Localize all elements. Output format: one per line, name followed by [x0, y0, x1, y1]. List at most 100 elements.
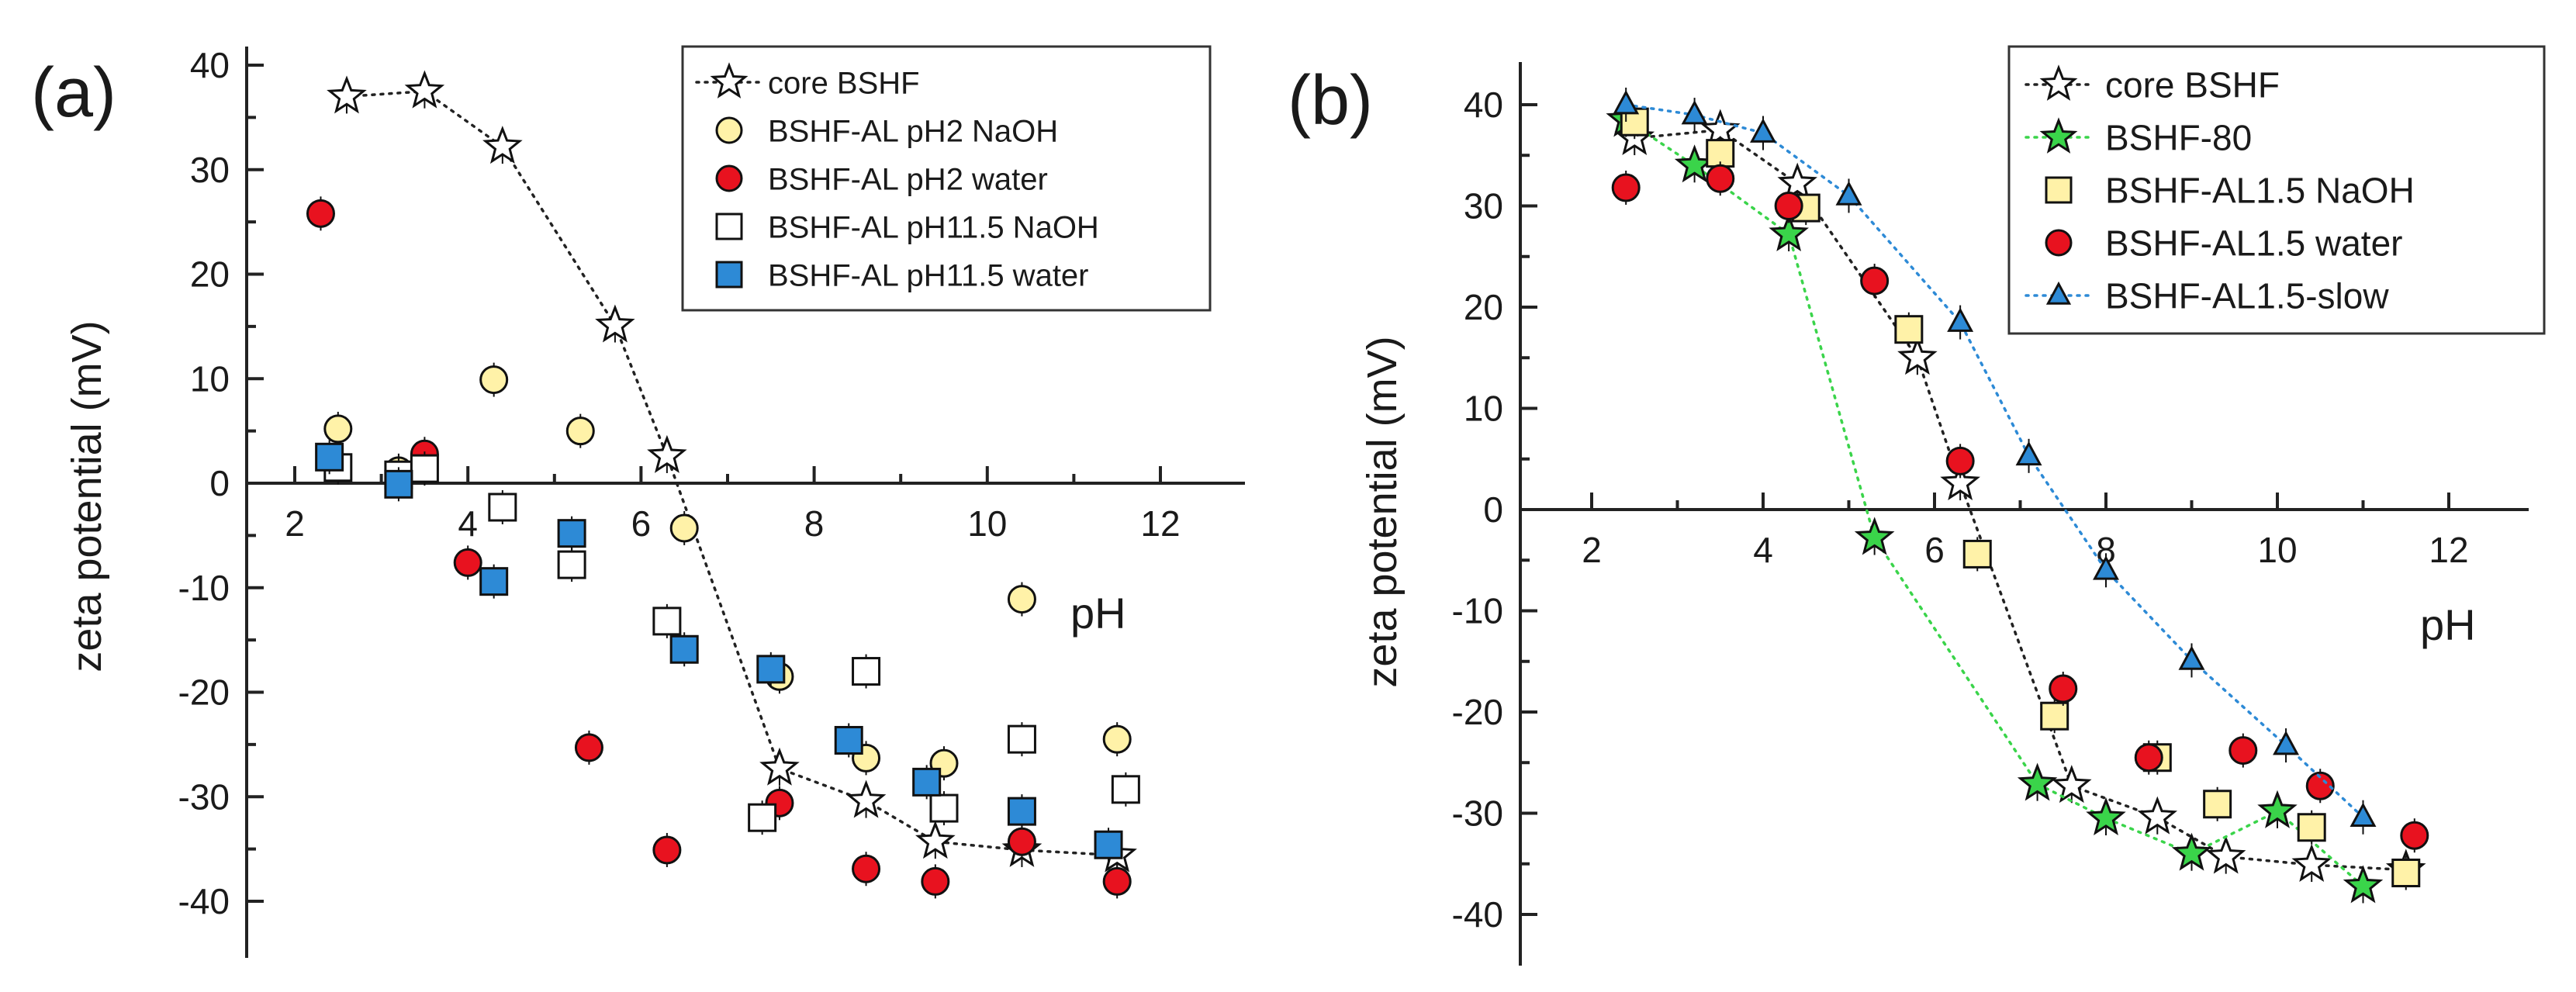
panel-a-point-core-bshf: [327, 75, 367, 114]
panel-a-point-bshf-al-ph11-5-water: [912, 767, 942, 797]
panel-b-point-core-bshf: [2205, 835, 2246, 874]
panel-b-x-tick-label: 4: [1753, 530, 1773, 570]
panel-b-x-tick-label: 12: [2429, 530, 2468, 570]
panel-b-point-bshf-al1-5-water: [1611, 173, 1641, 202]
panel-b-point-bshf-al1-5-naoh: [2040, 701, 2069, 731]
panel-a-point-bshf-al-ph2-naoh: [669, 513, 699, 543]
panel-a-point-bshf-al-ph2-naoh: [323, 414, 353, 444]
panel-a-point-bshf-al-ph11-5-naoh: [1007, 724, 1036, 754]
panel-a-legend-marker: [715, 116, 743, 144]
panel-a-point-bshf-al-ph11-5-water: [315, 442, 344, 472]
panel-a-point-bshf-al-ph11-5-water: [669, 634, 699, 664]
panel-b-point-bshf-al1-5-slow: [1681, 100, 1708, 125]
panel-b-point-bshf-al1-5-water: [1860, 266, 1890, 296]
panel-b-point-bshf-80: [2017, 762, 2058, 801]
panel-b-point-bshf-al1-5-water: [1945, 446, 1975, 475]
panel-b-y-tick-label: -20: [1452, 692, 1503, 732]
panel-b-point-core-bshf: [1777, 162, 1817, 201]
panel-a-point-bshf-al-ph11-5-naoh: [852, 657, 881, 686]
panel-b-point-bshf-al1-5-water: [2049, 674, 2078, 703]
panel-b-legend: core BSHF BSHF-80 BSHF-AL1.5 NaOH BSHF-AL1.…: [2007, 45, 2546, 335]
panel-a-point-bshf-al-ph2-water: [306, 199, 335, 228]
panel-b-point-bshf-80: [2257, 790, 2298, 828]
panel-a-y-tick-label: -20: [178, 672, 230, 713]
panel-a-point-bshf-al-ph11-5-water: [1094, 830, 1123, 859]
panel-a-x-tick-label: 12: [1140, 503, 1180, 544]
panel-a-legend-label: BSHF-AL pH11.5 water: [768, 258, 1089, 292]
panel-b-x-tick-label: 6: [1924, 530, 1945, 570]
panel-b-point-bshf-al1-5-slow: [1750, 118, 1776, 143]
panel-a-legend-marker: [715, 213, 743, 240]
panel-a-legend: core BSHF BSHF-AL pH2 NaOH BSHF-AL pH2 wat…: [681, 45, 1212, 312]
panel-b-y-tick-label: 10: [1464, 389, 1503, 429]
panel-a-point-bshf-al-ph11-5-naoh: [410, 454, 439, 483]
panel-b-point-core-bshf: [2052, 765, 2092, 804]
panel-b-legend-box: [2007, 45, 2546, 335]
panel-a-point-bshf-al-ph11-5-naoh: [488, 493, 517, 522]
panel-a-point-core-bshf: [845, 779, 887, 818]
panel-b-point-core-bshf: [1897, 337, 1938, 375]
panel-b-point-core-bshf: [1940, 461, 1980, 500]
panel-b-series-line-bshf-al1-5-slow: [1624, 103, 2365, 819]
panel-a-point-bshf-al-ph11-5-naoh: [557, 550, 586, 579]
panel-b-y-axis-label: zeta potential (mV): [1359, 336, 1406, 687]
panel-b-point-bshf-al1-5-slow: [1835, 181, 1862, 206]
panel-b-y-tick-label: -40: [1452, 894, 1503, 935]
panel-a-legend-marker: [715, 164, 743, 192]
panel-a-point-bshf-al-ph11-5-naoh: [1111, 775, 1140, 804]
panel-b-y-tick-label: 40: [1464, 85, 1503, 125]
panel-a-label: (a): [31, 54, 116, 132]
panel-a-y-tick-label: 10: [190, 358, 230, 399]
panel-a-x-tick-label: 8: [804, 503, 825, 544]
panel-a-y-tick-label: 30: [190, 150, 230, 190]
panel-a-point-bshf-al-ph2-water: [574, 733, 603, 762]
panel-a-legend-label: BSHF-AL pH2 NaOH: [768, 114, 1058, 148]
panel-b-point-bshf-80: [1769, 213, 1809, 251]
panel-b-point-bshf-al1-5-slow: [2015, 441, 2042, 466]
panel-a-point-core-bshf: [647, 434, 687, 473]
panel-a-y-tick-label: -10: [178, 568, 230, 608]
panel-a-point-bshf-al-ph2-naoh: [1007, 585, 1036, 614]
panel-a-legend-label: BSHF-AL pH2 water: [768, 162, 1048, 196]
panel-a-point-bshf-al-ph2-water: [852, 854, 881, 883]
panel-a-y-tick-label: -40: [178, 881, 230, 921]
panel-b-point-bshf-al1-5-slow: [2350, 802, 2377, 828]
panel-b-legend-label: core BSHF: [2105, 65, 2280, 105]
panel-a-point-core-bshf: [915, 821, 956, 859]
panel-b-point-bshf-al1-5-water: [2134, 743, 2163, 773]
panel-a-chart: (a) zeta potential (mV) pH -40 -30 -20 -10 0…: [31, 45, 1245, 958]
panel-a-series-line-core-bshf: [345, 89, 1119, 857]
panel-b-x-axis-label: pH: [2420, 600, 2476, 649]
panel-b-legend-marker: [2039, 117, 2078, 154]
panel-b-legend-marker: [2045, 281, 2072, 305]
panel-a-legend-marker: [710, 62, 749, 99]
panel-a-point-bshf-al-ph11-5-water: [1007, 797, 1036, 826]
panel-a-point-core-bshf: [759, 747, 800, 786]
panel-b-point-bshf-al1-5-naoh: [2297, 813, 2326, 842]
panel-b-point-bshf-al1-5-water: [2400, 821, 2429, 850]
panel-b-point-core-bshf: [2291, 843, 2332, 882]
panel-a-point-bshf-al-ph2-water: [1007, 827, 1036, 856]
panel-b-point-bshf-al1-5-naoh: [2203, 790, 2232, 819]
panel-b-legend-label: BSHF-80: [2105, 118, 2252, 158]
panel-a-point-bshf-al-ph11-5-naoh: [929, 793, 959, 823]
panel-a-point-bshf-al-ph11-5-water: [557, 519, 586, 548]
panel-a-point-bshf-al-ph2-water: [652, 835, 682, 865]
panel-a-point-bshf-al-ph11-5-naoh: [748, 803, 777, 832]
panel-b-point-bshf-al1-5-slow: [2178, 645, 2205, 670]
panel-a-y-tick-label: -30: [178, 776, 230, 817]
panel-b-point-bshf-al1-5-slow: [1947, 307, 1974, 332]
panel-b-x-tick-label: 10: [2257, 530, 2297, 570]
panel-a-point-bshf-al-ph11-5-water: [384, 469, 413, 499]
panel-a-series: [306, 70, 1140, 899]
panel-a-axes: -40 -30 -20 -10 0 10 20 30 40 2 4 6 8 10 12: [178, 45, 1245, 958]
panel-a-point-bshf-al-ph11-5-water: [756, 655, 786, 684]
panel-a-x-tick-label: 4: [458, 503, 478, 544]
panel-a-legend-box: [681, 45, 1212, 312]
panel-a-point-core-bshf: [404, 70, 445, 109]
panel-b-y-tick-label: -10: [1452, 591, 1503, 631]
panel-a-point-bshf-al-ph2-water: [453, 548, 482, 577]
panel-b-point-bshf-al1-5-slow: [2093, 555, 2119, 580]
panel-a-legend-marker: [715, 261, 743, 289]
